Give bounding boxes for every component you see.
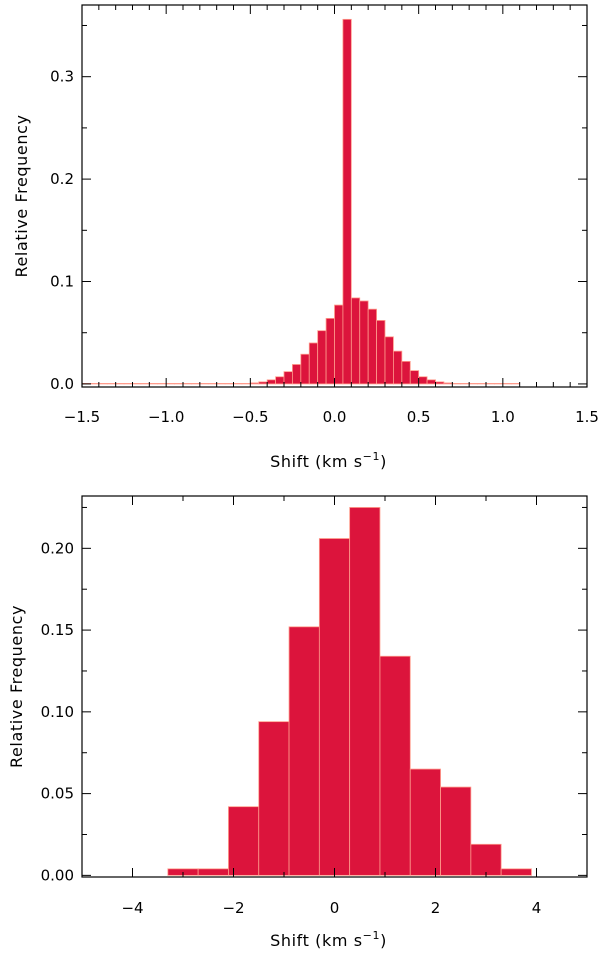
top-bar [477,383,487,385]
top-bar [384,336,394,385]
top-bar [409,370,420,385]
top-bar [292,364,302,385]
top-xtick-label: 0.5 [407,408,431,426]
bottom-bar [288,626,320,876]
top-bar [258,381,268,385]
top-bar [308,342,319,385]
top-bar [98,383,108,385]
top-bar [174,383,184,385]
bottom-ytick-label: 0.00 [41,866,74,884]
top-bar [317,330,327,385]
top-bar [443,382,453,385]
top-bar [451,383,462,385]
bottom-histogram: −4 −2 0 2 4 0.00 0.05 0.10 0.15 0.20 Shift (km s−… [7,495,588,950]
top-bars [81,18,521,385]
top-y-axis-title: Relative Frequency [12,114,31,277]
top-ytick-label: 0.1 [50,273,74,291]
top-bar [199,383,209,385]
top-xtick-label: −1.0 [148,408,184,426]
top-bar [283,371,293,385]
top-bar [300,353,310,385]
top-bar [426,379,436,385]
bottom-bar [258,721,290,876]
top-x-axis-title: Shift (km s−1) [270,450,387,471]
top-bar [502,383,512,385]
bottom-xtick-label: 2 [431,899,441,917]
bottom-bar [197,868,229,876]
top-ytick-label: 0.3 [50,68,74,86]
top-bar [191,383,201,385]
top-bar [334,304,344,385]
bottom-bar [349,507,381,876]
top-xtick-label: −0.5 [232,408,268,426]
top-bar [165,383,175,385]
top-bar [359,300,369,385]
top-bar [207,383,218,385]
top-bar [266,379,276,385]
bottom-bar [440,786,472,876]
bottom-bar [500,868,532,876]
top-bar [367,308,377,385]
bottom-bar [409,768,441,876]
top-bar [157,383,167,385]
bottom-tick-labels: −4 −2 0 2 4 0.00 0.05 0.10 0.15 0.20 [41,539,542,917]
top-xtick-label: −1.5 [64,408,100,426]
bottom-bar [228,806,260,876]
top-bar [393,350,403,385]
bottom-ytick-label: 0.20 [41,539,74,557]
bottom-bar [470,843,502,876]
top-bar [132,383,142,385]
top-xtick-label: 1.0 [491,408,515,426]
top-bar [510,383,521,385]
top-bar [224,383,234,385]
bottom-bars [167,507,532,876]
top-bar [460,383,470,385]
top-tick-labels: −1.5 −1.0 −0.5 0.0 0.5 1.0 1.5 0.0 0.1 0.2 0.3 [50,68,599,426]
top-bar [342,18,352,385]
top-bar [485,383,495,385]
top-bar [241,383,251,385]
top-bar [401,360,411,385]
top-bar [106,383,117,385]
top-bar [148,383,159,385]
top-bar [182,383,192,385]
top-bar [468,383,478,385]
top-bar [90,383,100,385]
top-histogram: −1.5 −1.0 −0.5 0.0 0.5 1.0 1.5 0.0 0.1 0.2 0.3 Shi… [12,4,599,471]
bottom-xtick-label: 4 [532,899,542,917]
bottom-y-axis-title: Relative Frequency [7,605,26,768]
top-bar [325,317,335,385]
top-bar [275,376,285,385]
top-bar [233,383,243,385]
top-bar [249,382,260,385]
top-xtick-label: 1.5 [575,408,599,426]
bottom-ytick-label: 0.05 [41,785,74,803]
bottom-ytick-label: 0.15 [41,621,74,639]
top-bar [140,383,150,385]
top-bar [418,376,428,385]
top-bar [115,383,125,385]
bottom-bar [379,655,411,876]
bottom-bar [318,538,351,876]
bottom-xtick-label: −4 [121,899,143,917]
bottom-xtick-label: 0 [330,899,340,917]
top-bar [376,320,386,385]
top-xtick-label: 0.0 [323,408,347,426]
top-bar [435,381,445,385]
bottom-ticks [81,496,588,877]
top-bar [350,297,361,385]
bottom-xtick-label: −2 [222,899,244,917]
top-ytick-label: 0.2 [50,170,74,188]
bottom-ytick-label: 0.10 [41,703,74,721]
top-ticks [81,5,588,387]
bottom-x-axis-title: Shift (km s−1) [270,929,387,950]
top-bar [216,383,226,385]
top-bar [494,383,504,385]
top-ytick-label: 0.0 [50,375,74,393]
top-bar [123,383,133,385]
